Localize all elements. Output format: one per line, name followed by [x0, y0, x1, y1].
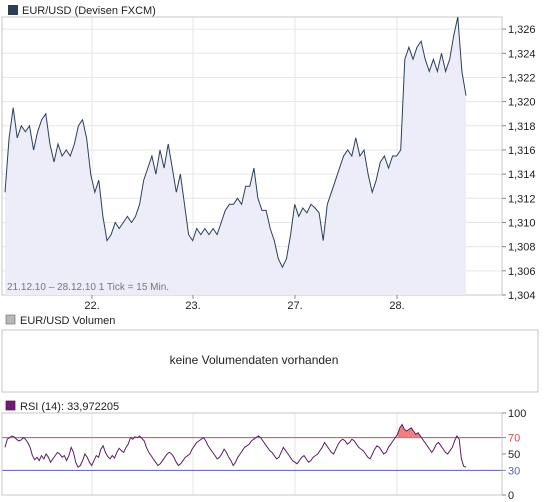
rsi-panel-border — [1, 412, 503, 496]
rsi-line — [4, 423, 467, 468]
price-y-tick-label: 1,314 — [508, 169, 536, 181]
price-y-tick-label: 1,304 — [508, 290, 536, 302]
price-y-axis: 1,326 1,324 1,322 1,320 1,318 1,316 1,314 1,312… — [502, 24, 536, 302]
price-y-tick-label: 1,310 — [508, 217, 536, 229]
price-area-fill — [5, 17, 466, 295]
volume-legend-swatch — [5, 314, 16, 325]
price-y-tick-label: 1,322 — [508, 72, 536, 84]
price-series — [4, 16, 467, 295]
price-legend-swatch — [8, 5, 18, 15]
price-y-tick-label: 1,306 — [508, 266, 536, 278]
rsi-y-tick-label: 70 — [508, 433, 520, 445]
rsi-legend-swatch — [5, 400, 16, 411]
price-y-tick-label: 1,318 — [508, 121, 536, 133]
rsi-y-tick-label: 100 — [508, 408, 526, 420]
price-x-tick-label: 22. — [84, 300, 99, 312]
price-y-tick-label: 1,308 — [508, 242, 536, 254]
volume-panel — [1, 329, 539, 393]
rsi-grid — [2, 413, 502, 495]
rsi-series — [4, 423, 467, 468]
price-y-tick-label: 1,320 — [508, 97, 536, 109]
volume-message: keine Volumendaten vorhanden — [170, 353, 339, 367]
price-y-tick-label: 1,316 — [508, 145, 536, 157]
price-x-axis: 22. 23. 27. 28. — [84, 295, 405, 312]
price-x-tick-label: 23. — [185, 300, 200, 312]
volume-legend: EUR/USD Volumen — [20, 315, 115, 327]
price-legend: EUR/USD (Devisen FXCM) — [22, 5, 156, 17]
price-line — [4, 16, 467, 269]
price-y-tick-label: 1,326 — [508, 24, 536, 36]
rsi-legend: RSI (14): 33,972205 — [20, 401, 119, 413]
rsi-y-tick-label: 0 — [508, 490, 514, 502]
rsi-y-axis: 100 70 50 30 0 — [502, 408, 526, 502]
price-x-tick-label: 27. — [287, 300, 302, 312]
price-y-tick-label: 1,324 — [508, 48, 536, 60]
price-x-tick-label: 28. — [389, 300, 404, 312]
rsi-y-tick-label: 50 — [508, 449, 520, 461]
price-y-tick-label: 1,312 — [508, 193, 536, 205]
rsi-y-tick-label: 30 — [508, 465, 520, 477]
price-info-text: 21.12.10 – 28.12.10 1 Tick = 15 Min. — [7, 282, 169, 293]
